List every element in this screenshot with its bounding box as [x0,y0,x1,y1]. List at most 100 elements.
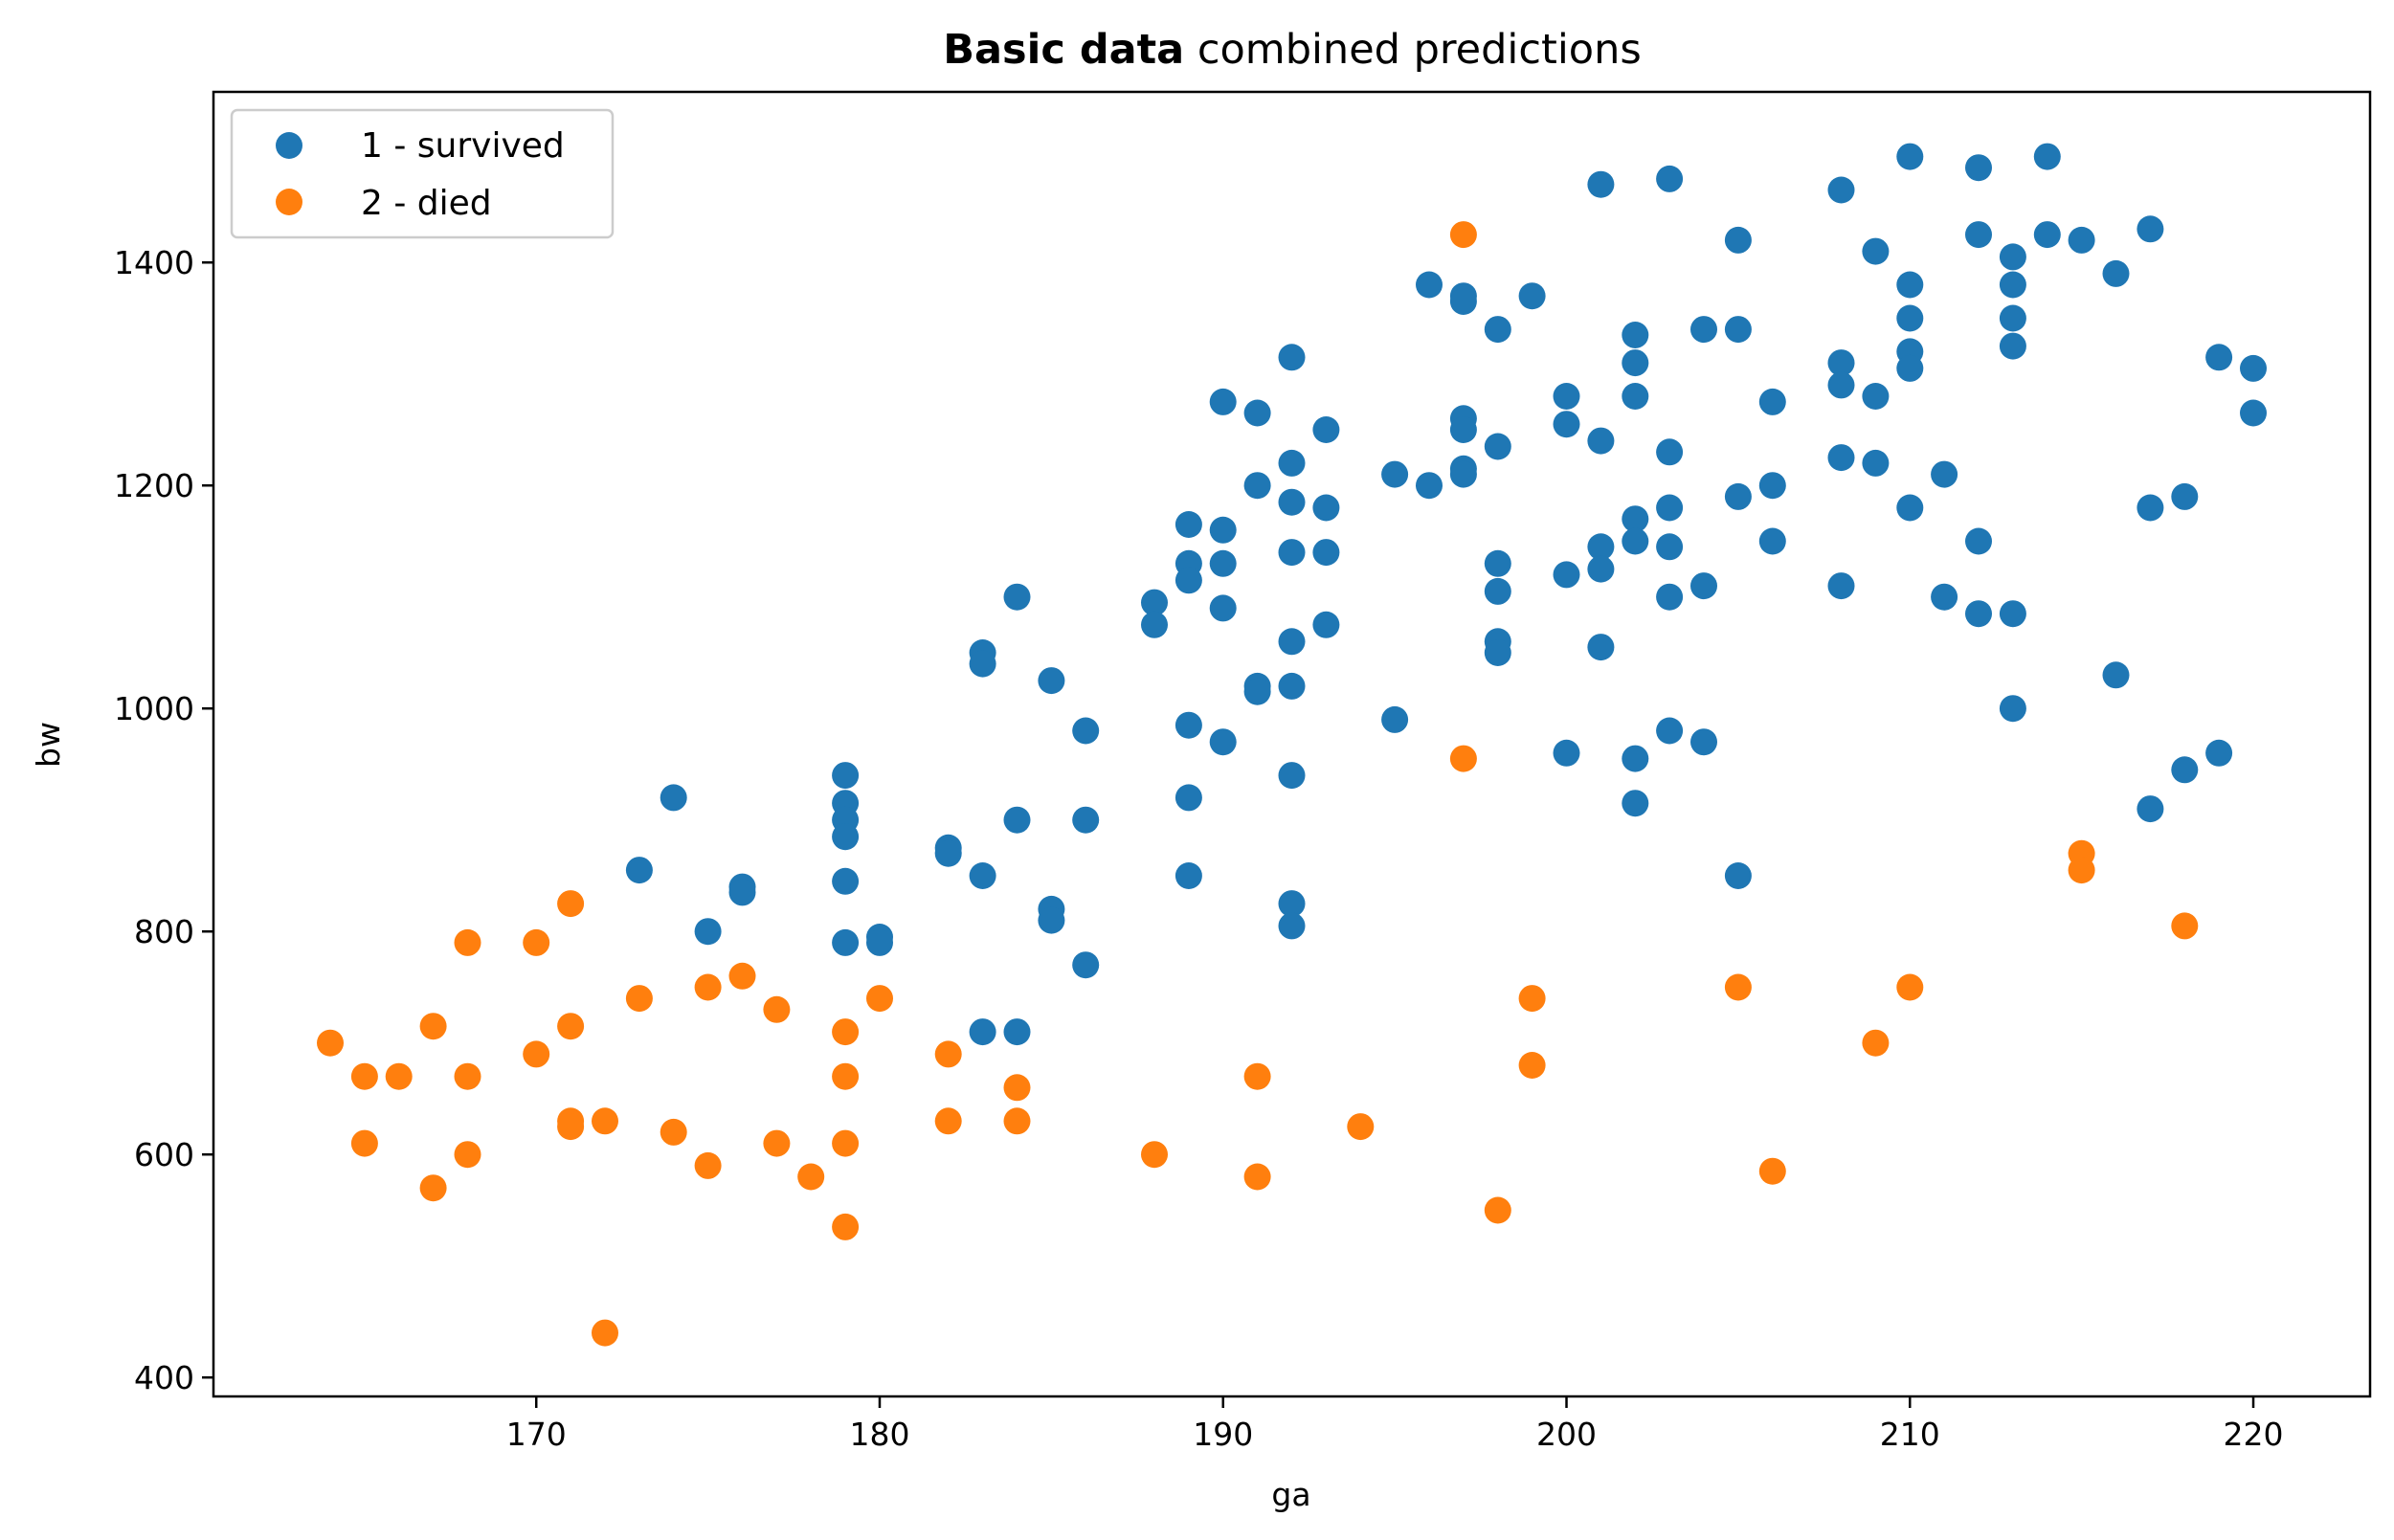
point-survived-98 [1690,572,1717,600]
point-survived-51 [1278,762,1306,790]
point-survived-114 [1862,449,1890,477]
point-survived-45 [1278,344,1306,371]
x-tick-label-210: 210 [1880,1416,1940,1453]
point-died-15 [592,1107,618,1135]
point-survived-140 [2137,795,2164,823]
point-survived-18 [969,1018,996,1046]
point-survived-25 [1072,717,1100,745]
point-survived-33 [1175,711,1202,739]
point-survived-121 [1931,460,1958,488]
chart-title-bold: Basic data [943,26,1184,74]
point-survived-63 [1449,288,1477,315]
point-died-6 [454,928,481,956]
point-survived-120 [1896,494,1924,522]
point-survived-101 [1724,316,1752,344]
point-died-10 [523,1040,550,1068]
point-survived-73 [1484,639,1511,666]
point-survived-61 [1416,472,1443,500]
point-died-39 [1449,745,1477,772]
point-died-40 [1484,1196,1511,1224]
point-survived-81 [1587,533,1615,561]
point-died-27 [832,1129,860,1157]
point-survived-112 [1862,237,1890,265]
point-survived-91 [1656,165,1684,192]
legend-box [230,108,615,239]
point-survived-93 [1656,494,1684,522]
point-survived-47 [1278,488,1306,516]
point-died-12 [557,1013,585,1040]
point-survived-132 [1999,695,2026,723]
point-survived-56 [1312,539,1340,567]
y-tick-label-1200: 1200 [114,467,194,504]
point-survived-99 [1690,728,1717,756]
point-died-8 [454,1141,481,1169]
point-died-44 [1758,1157,1786,1185]
point-survived-130 [1999,332,2026,360]
point-survived-16 [969,650,996,678]
point-survived-80 [1587,427,1615,455]
point-survived-41 [1243,399,1271,427]
point-survived-2 [694,918,722,946]
x-tick-label-180: 180 [849,1416,909,1453]
point-survived-83 [1587,634,1615,661]
point-survived-129 [1999,304,2026,332]
point-survived-138 [2137,215,2164,243]
point-survived-111 [1827,572,1855,600]
point-died-25 [832,1018,860,1046]
point-survived-84 [1622,322,1649,348]
point-died-41 [1518,985,1546,1013]
point-survived-65 [1449,416,1477,443]
point-survived-4 [728,879,756,906]
point-survived-144 [2205,739,2233,767]
point-died-38 [1449,221,1477,249]
point-survived-122 [1931,583,1958,611]
point-survived-57 [1312,611,1340,638]
point-survived-136 [2102,259,2130,287]
chart-title: Basic data combined predictions [943,26,1642,74]
point-survived-113 [1862,383,1890,410]
point-survived-104 [1758,388,1786,415]
point-survived-60 [1416,271,1443,299]
point-died-5 [419,1174,447,1202]
point-survived-109 [1827,371,1855,399]
chart-title-rest: combined predictions [1184,26,1642,74]
point-survived-123 [1965,154,1992,182]
point-survived-131 [1999,600,2026,628]
point-survived-94 [1656,533,1684,561]
point-survived-53 [1278,912,1306,940]
point-survived-0 [625,857,653,884]
point-survived-107 [1827,176,1855,204]
point-survived-85 [1622,349,1649,377]
point-survived-82 [1587,555,1615,583]
point-survived-127 [1999,243,2026,271]
point-died-24 [797,1163,825,1191]
point-survived-69 [1484,433,1511,460]
legend-label-survived: 1 - survived [361,126,565,166]
point-died-22 [763,995,791,1023]
point-died-9 [523,928,550,956]
point-died-36 [1243,1163,1271,1191]
point-survived-68 [1484,316,1511,344]
point-survived-126 [1965,600,1992,628]
point-survived-142 [2171,756,2199,784]
point-survived-42 [1243,472,1271,500]
point-survived-40 [1209,728,1237,756]
point-died-4 [419,1013,447,1040]
point-survived-27 [1072,951,1100,979]
point-died-14 [557,1113,585,1141]
point-survived-54 [1312,416,1340,443]
point-survived-97 [1690,316,1717,344]
point-survived-21 [1003,1018,1031,1046]
point-survived-137 [2102,661,2130,689]
point-died-26 [832,1062,860,1090]
legend-marker-survived [276,132,302,159]
point-survived-76 [1553,411,1580,438]
point-survived-108 [1827,349,1855,377]
x-ticks: 170 180 190 200 210 220 [506,1396,2284,1453]
point-died-20 [694,1151,722,1179]
point-survived-50 [1278,672,1306,700]
point-survived-52 [1278,890,1306,918]
point-died-3 [385,1062,413,1090]
point-survived-92 [1656,438,1684,466]
point-survived-30 [1175,511,1202,538]
